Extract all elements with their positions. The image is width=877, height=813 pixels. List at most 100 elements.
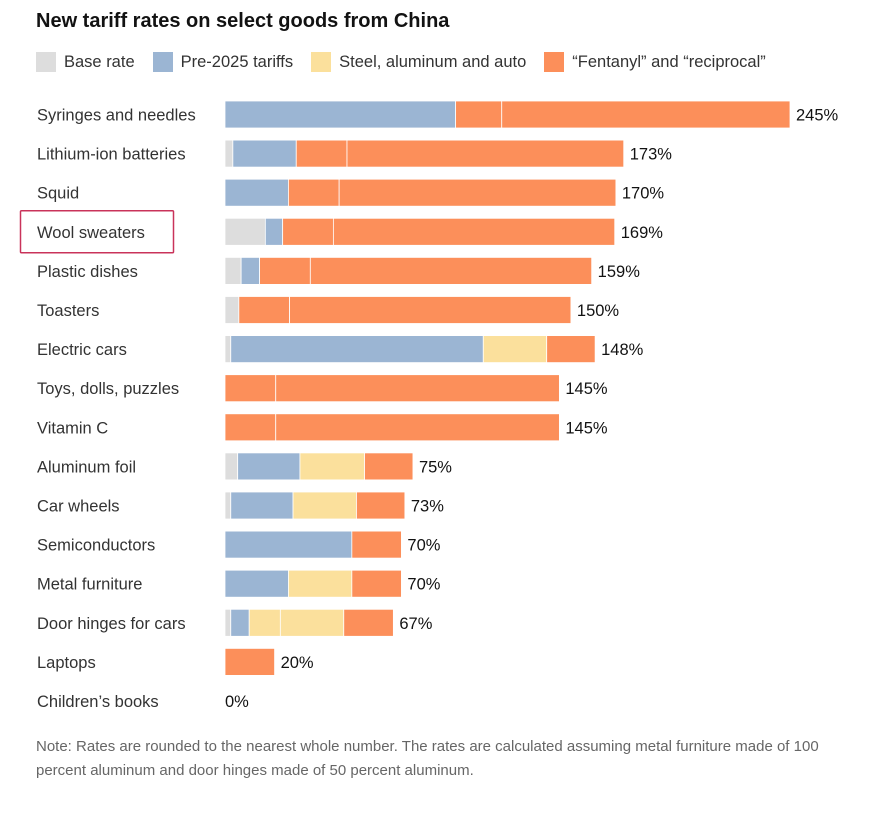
legend-label: “Fentanyl” and “reciprocal” (572, 52, 766, 71)
bar-segment (224, 217, 266, 246)
category-label: Metal furniture (37, 576, 142, 594)
bar-segment (224, 530, 353, 559)
category-label: Toasters (37, 302, 99, 320)
bar-segment (282, 217, 334, 246)
bar-segment (230, 335, 484, 364)
bar-segment (224, 256, 242, 285)
legend-item: Base rate (36, 52, 135, 72)
legend-swatch (311, 52, 332, 72)
bar-segment (264, 217, 284, 246)
legend-label: Steel, aluminum and auto (339, 52, 527, 71)
category-label: Door hinges for cars (37, 615, 186, 633)
bar-segment (309, 256, 593, 285)
bar-segment (224, 139, 234, 168)
value-label: 0% (225, 693, 249, 711)
bar-segment (238, 296, 290, 324)
bar-segment (224, 100, 457, 129)
bar-segment (288, 569, 353, 598)
bar-segment (351, 569, 402, 598)
chart-note: Note: Rates are rounded to the nearest w… (36, 738, 819, 779)
bar-segment (224, 452, 239, 481)
category-label: Squid (37, 185, 79, 203)
value-label: 145% (565, 380, 608, 398)
value-label: 245% (796, 107, 839, 125)
bar-row: Semiconductors 70% (37, 530, 441, 559)
bar-row: Electric cars 148% (37, 335, 644, 364)
highlight-box (19, 210, 175, 254)
category-label: Electric cars (37, 341, 127, 359)
value-label: 148% (601, 341, 644, 359)
legend: Base rate Pre-2025 tariffs Steel, aluminum… (36, 51, 784, 73)
bar-row: Toasters 150% (37, 296, 620, 324)
bar-segment (224, 648, 275, 676)
bar-row: Door hinges for cars 67% (37, 608, 433, 637)
bar-row: Vitamin C 145% (37, 413, 608, 442)
value-label: 145% (565, 419, 608, 437)
bar-segment (289, 296, 572, 324)
bar-row: Laptops 20% (37, 648, 314, 676)
bar-segment (356, 491, 406, 520)
legend-label: Pre-2025 tariffs (180, 52, 294, 71)
value-label: 150% (577, 302, 620, 320)
bar-segment (299, 452, 365, 481)
category-label: Plastic dishes (37, 263, 138, 281)
bar-row: Plastic dishes 159% (37, 256, 640, 285)
bar-segment (346, 139, 625, 168)
value-label: 170% (622, 185, 665, 203)
bar-segment (224, 608, 232, 637)
category-label: Laptops (37, 654, 96, 672)
category-label: Vitamin C (37, 419, 108, 437)
bar-row: Car wheels 73% (37, 491, 444, 520)
category-label: Semiconductors (37, 537, 155, 555)
bar-segment (224, 178, 289, 207)
bar-row: Children’s books 0% (37, 693, 249, 711)
bar-segment (224, 335, 232, 364)
bar-segment (259, 256, 311, 285)
category-label: Lithium-ion batteries (37, 146, 186, 164)
bar-segment (237, 452, 301, 481)
bar-segment (292, 491, 357, 520)
bar-segment (240, 256, 260, 285)
value-label: 169% (621, 224, 664, 242)
bar-segment (364, 452, 414, 481)
bar-segment (248, 608, 281, 637)
bar-segment (224, 296, 240, 324)
bar-segment (288, 178, 340, 207)
category-label: Syringes and needles (37, 107, 196, 125)
legend-item: “Fentanyl” and “reciprocal” (544, 52, 766, 72)
category-label: Children’s books (37, 693, 159, 711)
value-label: 73% (411, 498, 444, 516)
bar-row: Metal furniture 70% (37, 569, 441, 598)
bar-segment (338, 178, 617, 207)
bar-segment (279, 608, 345, 637)
bar-row: Toys, dolls, puzzles 145% (37, 374, 608, 403)
bar-segment (232, 139, 297, 168)
legend-swatch (152, 52, 173, 72)
value-label: 75% (419, 458, 452, 476)
bar-segment (351, 530, 402, 559)
bar-row: Lithium-ion batteries 173% (37, 139, 673, 168)
legend-label: Base rate (64, 52, 135, 71)
bar-segment (230, 608, 250, 637)
bar-segment (295, 139, 348, 168)
bar-row: Squid 170% (37, 178, 665, 207)
bar-segment (482, 335, 548, 364)
value-label: 20% (281, 654, 314, 672)
bar-segment (501, 100, 791, 129)
category-label: Toys, dolls, puzzles (37, 380, 179, 398)
bar-segment (332, 217, 616, 246)
bar-segment (275, 413, 560, 442)
value-label: 70% (407, 576, 440, 594)
bar-segment (455, 100, 503, 129)
legend-swatch (544, 52, 565, 72)
category-label: Wool sweaters (37, 224, 145, 242)
chart-title: New tariff rates on select goods from Ch… (36, 10, 450, 32)
bar-row: Syringes and needles 245% (37, 100, 839, 129)
bar-segment (230, 491, 294, 520)
category-label: Car wheels (37, 498, 120, 516)
legend-item: Steel, aluminum and auto (311, 52, 526, 72)
bar-segment (275, 374, 560, 403)
bar-segment (224, 413, 277, 442)
value-label: 173% (630, 146, 673, 164)
bar-segment (224, 569, 289, 598)
